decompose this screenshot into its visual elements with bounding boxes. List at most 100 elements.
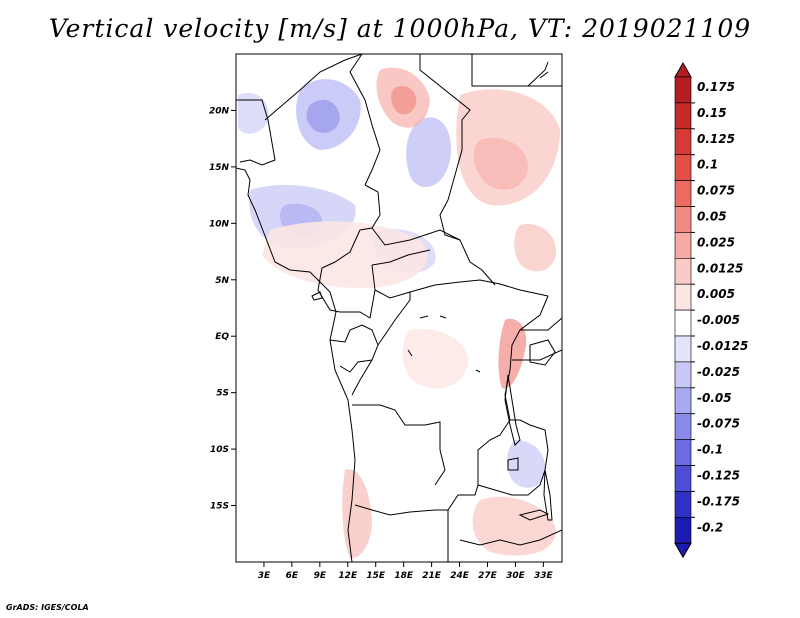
neg-patch-nw xyxy=(238,92,269,134)
y-tick-label: 5S xyxy=(216,389,229,399)
pos-patch-libya xyxy=(376,67,430,128)
coastline-west-africa xyxy=(236,167,356,562)
border-gabon xyxy=(329,324,379,373)
lake-mweru xyxy=(507,457,519,471)
colorbar-swatch xyxy=(674,232,692,259)
colorbar-label: 0.075 xyxy=(697,184,735,198)
border-congo-drc xyxy=(351,292,411,396)
border-east-uganda xyxy=(512,317,562,361)
colorbar-top-cap xyxy=(674,61,692,78)
colorbar-label: -0.0125 xyxy=(697,339,748,353)
colorbar-label: -0.025 xyxy=(697,365,740,379)
colorbar-label: 0.025 xyxy=(697,235,735,249)
x-tick-label: 9E xyxy=(314,571,327,581)
border-southern xyxy=(447,510,562,562)
colorbar-swatch xyxy=(674,309,692,337)
colorbar-swatch xyxy=(674,335,692,363)
colorbar-label: -0.005 xyxy=(697,313,740,327)
pos-patch-libya-core xyxy=(391,85,417,115)
y-tick-label: 10N xyxy=(209,219,230,229)
border-angola-south xyxy=(354,484,479,516)
neg-patch-chad xyxy=(406,117,451,188)
y-tick-label: 15N xyxy=(209,163,230,173)
colorbar-swatch xyxy=(674,76,692,104)
velocity-field xyxy=(238,67,560,559)
x-tick-label: 18E xyxy=(394,571,414,581)
x-tick-label: 24E xyxy=(450,571,470,581)
colorbar-swatch xyxy=(674,491,692,518)
colorbar-swatch xyxy=(674,154,692,181)
colorbar-label: -0.175 xyxy=(697,494,740,508)
neg-patch-east xyxy=(507,440,546,488)
y-tick-label: 5N xyxy=(215,276,229,286)
colorbar-swatch xyxy=(674,283,692,311)
colorbar-label: -0.075 xyxy=(697,417,740,431)
pos-patch-angola-coast xyxy=(342,469,372,559)
x-tick-label: 12E xyxy=(338,571,358,581)
y-axis: 20N 15N 10N 5N EQ 5S 10S 15S xyxy=(209,106,236,512)
border-angola-north xyxy=(352,404,446,486)
x-tick-label: 6E xyxy=(286,571,299,581)
x-tick-label: 15E xyxy=(366,571,386,581)
border-algeria-libya xyxy=(349,54,381,186)
border-mali-niger xyxy=(264,54,363,121)
colorbar-label: -0.2 xyxy=(697,520,723,534)
credit-label: GrADS: IGES/COLA xyxy=(6,603,89,612)
colorbar-label: 0.15 xyxy=(697,106,727,120)
colorbar-bottom-cap xyxy=(674,542,692,559)
x-tick-label: 21E xyxy=(422,571,442,581)
river-congo-bend xyxy=(407,315,481,373)
colorbar-swatch xyxy=(674,128,692,156)
colorbar-label: 0.175 xyxy=(697,80,735,94)
chart-title: Vertical velocity [m/s] at 1000hPa, VT: … xyxy=(48,14,752,43)
border-tanzania xyxy=(510,419,549,451)
border-niger-chad xyxy=(321,184,381,269)
map-frame xyxy=(235,53,563,563)
colorbar-swatch xyxy=(674,413,692,440)
border-drc-east xyxy=(477,295,549,485)
pos-patch-east-lakes xyxy=(514,224,557,272)
border-libya-egypt xyxy=(419,54,471,201)
colorbar-swatch xyxy=(674,102,692,130)
country-borders xyxy=(236,54,562,562)
nile-red-sea xyxy=(527,61,549,87)
colorbar-swatch xyxy=(674,257,692,285)
colorbar-swatch xyxy=(674,180,692,207)
x-tick-label: 33E xyxy=(534,571,554,581)
colorbar-swatch xyxy=(674,516,692,544)
colorbar-label: 0.005 xyxy=(697,287,735,301)
colorbar-label: -0.1 xyxy=(697,443,723,457)
neg-patch-sahara-core xyxy=(306,99,340,133)
colorbar-swatch xyxy=(674,206,692,233)
colorbar: 0.175 0.15 0.125 0.1 0.075 0.05 0.025 0.0125 0.0… xyxy=(674,61,748,559)
colorbar-swatch xyxy=(674,439,692,466)
lake-kariba xyxy=(518,509,550,521)
colorbar-swatch xyxy=(674,387,692,414)
border-drc-north xyxy=(374,279,549,299)
colorbar-swatch xyxy=(674,465,692,492)
lake-victoria xyxy=(529,339,556,366)
colorbar-label: -0.125 xyxy=(697,469,740,483)
pos-patch-rift xyxy=(498,318,527,389)
colorbar-label: 0.0125 xyxy=(697,261,743,275)
y-tick-label: 15S xyxy=(210,502,229,512)
colorbar-label: 0.05 xyxy=(697,210,727,224)
pos-patch-sudan-east xyxy=(473,137,529,190)
x-tick-label: 3E xyxy=(258,571,271,581)
lake-tanganyika xyxy=(504,374,521,446)
island-bioko xyxy=(311,291,323,301)
map-panel: 3E 6E 9E 12E 15E 18E 21E 24E 27E 30E 33E 20N 15N 10N… xyxy=(209,53,563,581)
x-tick-label: 30E xyxy=(506,571,526,581)
border-egypt-sudan xyxy=(471,54,562,87)
colorbar-label: 0.125 xyxy=(697,132,735,146)
pos-patch-congo xyxy=(402,329,469,389)
colorbar-label: -0.05 xyxy=(697,391,732,405)
x-tick-label: 27E xyxy=(478,571,498,581)
y-tick-label: 10S xyxy=(210,445,229,455)
border-mauritania xyxy=(236,99,276,166)
colorbar-label: 0.1 xyxy=(697,158,718,172)
x-axis: 3E 6E 9E 12E 15E 18E 21E 24E 27E 30E 33E xyxy=(258,562,554,581)
y-tick-label: EQ xyxy=(215,332,229,342)
y-tick-label: 20N xyxy=(209,106,230,116)
